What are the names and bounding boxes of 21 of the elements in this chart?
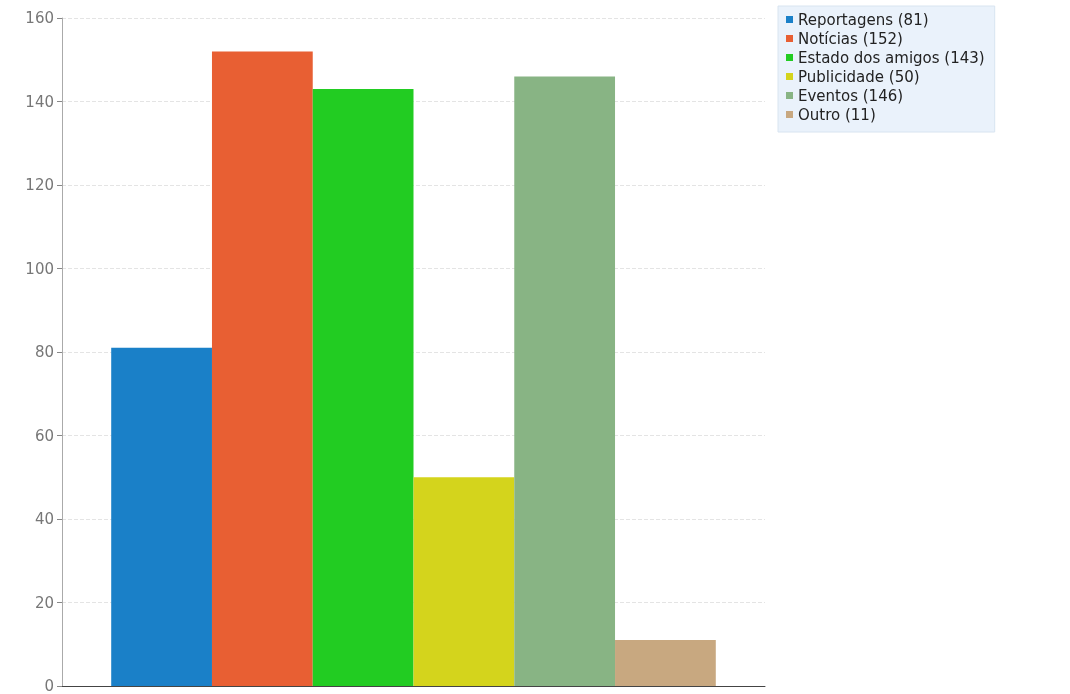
y-tick-label: 60 [34, 426, 54, 445]
legend-label: Reportagens (81) [798, 10, 929, 29]
legend-label: Estado dos amigos (143) [798, 48, 985, 67]
bar [514, 76, 616, 686]
legend-label: Outro (11) [798, 105, 876, 124]
bar [413, 477, 515, 686]
y-tick-label: 20 [34, 593, 54, 612]
y-tick-label: 160 [25, 9, 54, 27]
bar [615, 640, 716, 686]
legend-label: Eventos (146) [798, 86, 904, 105]
y-tick-label: 0 [44, 677, 54, 694]
bar [111, 347, 212, 686]
y-tick-label: 100 [25, 259, 54, 278]
bar [211, 51, 313, 686]
bar [312, 88, 414, 686]
y-tick-label: 80 [34, 343, 54, 361]
legend-label: Notícias (152) [798, 29, 903, 48]
y-tick-label: 120 [25, 176, 54, 194]
legend-label: Publicidade (50) [798, 67, 920, 86]
y-tick-label: 40 [34, 510, 54, 528]
y-tick-label: 140 [25, 92, 54, 111]
